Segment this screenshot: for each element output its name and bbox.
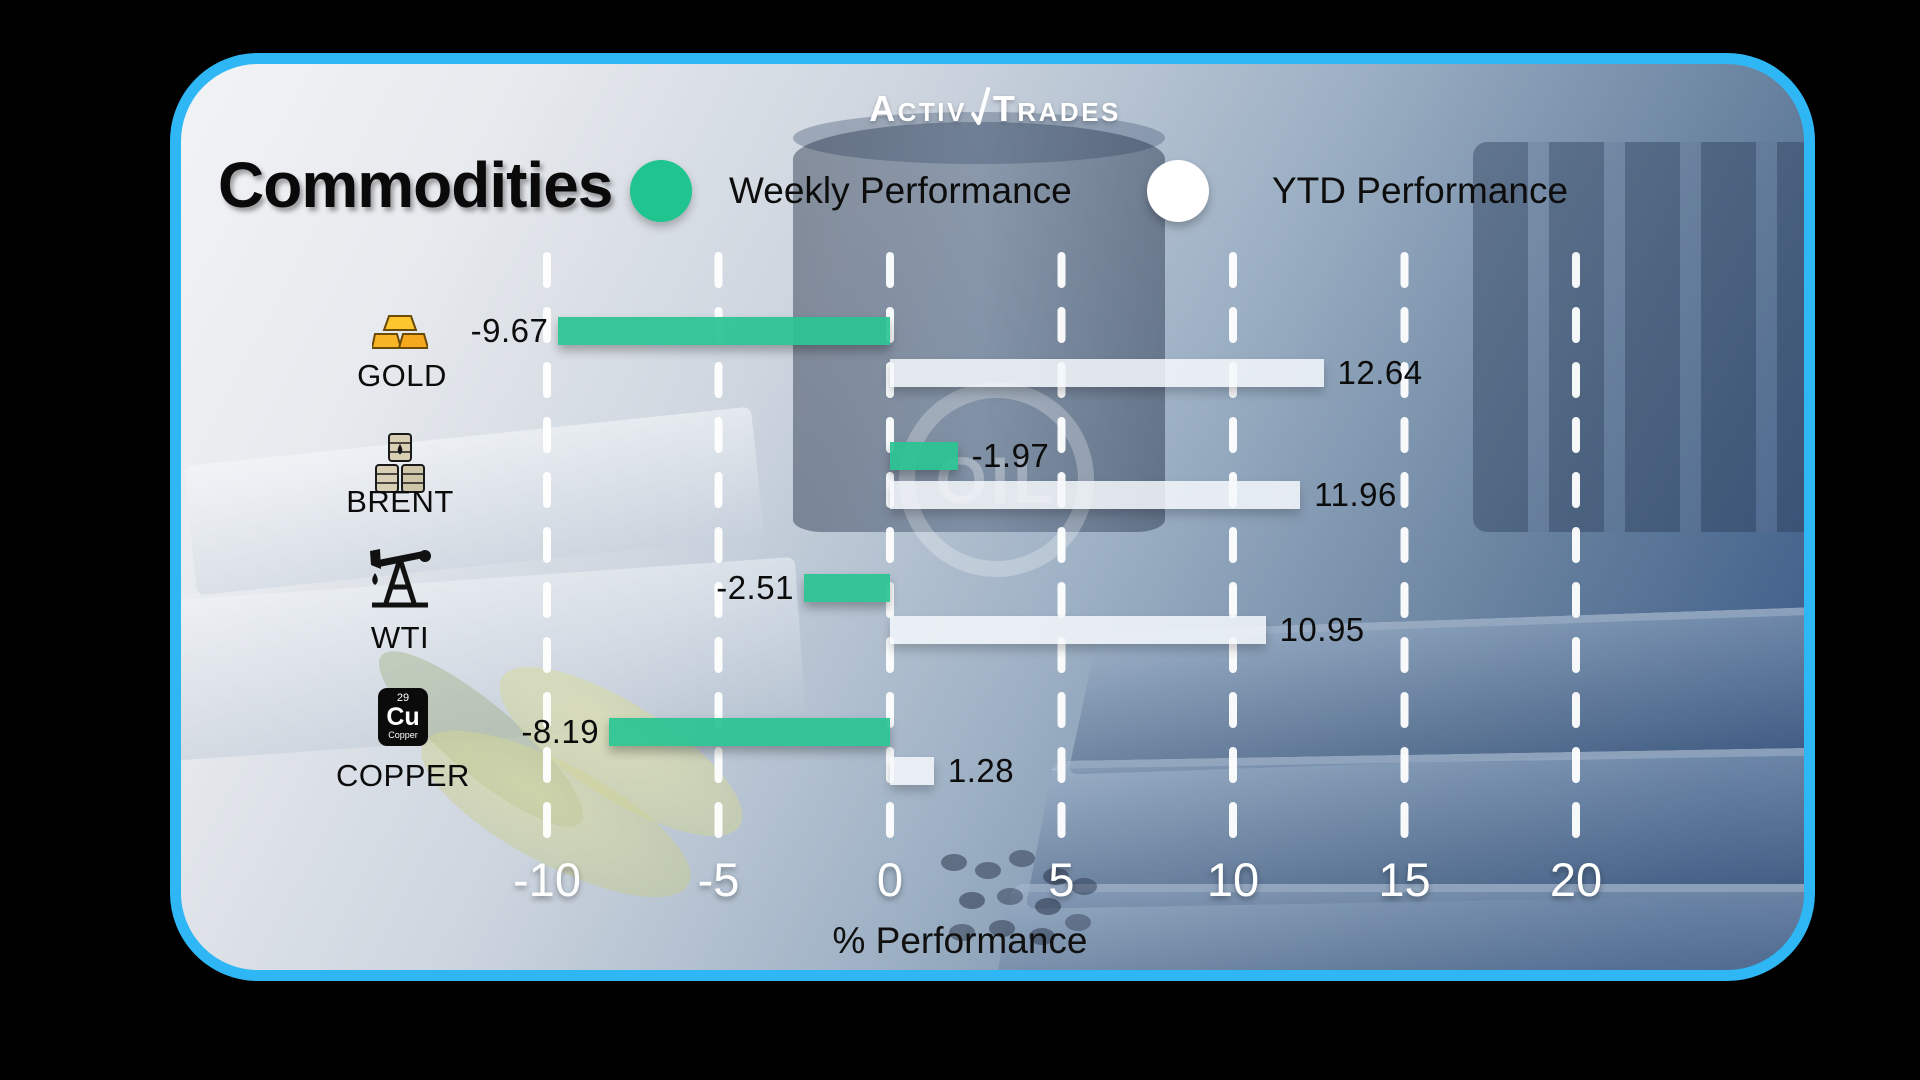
copper-element-icon: 29 Cu Copper <box>378 688 428 746</box>
x-tick-5: 5 <box>1048 853 1075 906</box>
x-tick--10: -10 <box>513 853 581 906</box>
ytd-value-copper: 1.28 <box>947 752 1015 789</box>
ytd-bar-wti <box>890 616 1266 644</box>
ytd-value-wti: 10.95 <box>1279 611 1365 648</box>
category-label-gold: GOLD <box>357 358 447 393</box>
weekly-value-copper: -8.19 <box>521 713 600 750</box>
oil-pumpjack-icon <box>370 549 431 608</box>
logo-check-icon <box>970 87 990 125</box>
weekly-bar-copper <box>609 718 890 746</box>
x-tick-20: 20 <box>1549 853 1603 906</box>
ytd-value-gold: 12.64 <box>1337 354 1423 391</box>
brand-logo-word-activ: Activ <box>869 88 967 129</box>
weekly-value-brent: -1.97 <box>971 437 1050 474</box>
copper-atomic-number: 29 <box>396 692 410 704</box>
weekly-bar-wti <box>803 574 890 602</box>
weekly-bar-brent <box>890 442 958 470</box>
category-brent: BRENT <box>346 432 453 519</box>
category-gold: GOLD <box>357 314 446 393</box>
brand-logo-word-trades: Trades <box>992 88 1121 129</box>
legend-weekly-label: Weekly Performance <box>729 170 1072 211</box>
x-tick--5: -5 <box>697 853 740 906</box>
ytd-bar-gold <box>890 359 1324 387</box>
legend-ytd-dot-icon <box>1147 160 1209 222</box>
gold-bars-icon <box>370 315 430 349</box>
category-label-wti: WTI <box>370 620 430 655</box>
page-title: Commodities <box>218 149 613 221</box>
copper-name: Copper <box>388 730 418 740</box>
category-wti: WTI <box>366 545 434 655</box>
ytd-bar-brent <box>890 481 1301 509</box>
x-tick-0: 0 <box>876 853 904 906</box>
weekly-value-wti: -2.51 <box>716 569 794 606</box>
ytd-value-brent: 11.96 <box>1314 476 1397 513</box>
x-tick-15: 15 <box>1378 853 1431 906</box>
x-axis-title: % Performance <box>832 920 1088 961</box>
copper-symbol: Cu <box>386 703 420 731</box>
weekly-bar-gold <box>558 317 890 345</box>
x-tick-10: 10 <box>1206 853 1260 906</box>
category-label-copper: COPPER <box>336 758 470 793</box>
category-label-brent: BRENT <box>346 484 454 519</box>
weekly-value-gold: -9.67 <box>470 312 549 349</box>
brand-logo: Activ Trades <box>869 86 1121 127</box>
legend-ytd-label: YTD Performance <box>1272 170 1569 211</box>
ytd-bar-copper <box>890 757 934 785</box>
legend-weekly-dot-icon <box>630 160 692 222</box>
